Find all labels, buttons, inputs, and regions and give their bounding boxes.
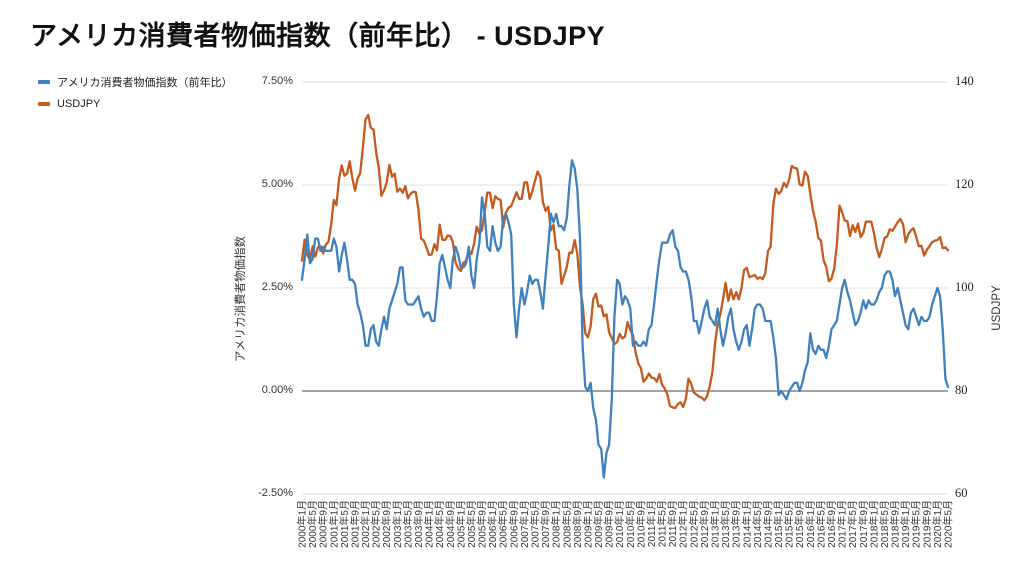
x-axis-tick: 2016年1月 xyxy=(804,500,817,548)
x-axis-tick: 2002年5月 xyxy=(370,500,383,548)
x-axis-tick: 2008年9月 xyxy=(571,500,584,548)
x-axis-tick: 2009年9月 xyxy=(603,500,616,548)
x-axis-tick: 2019年5月 xyxy=(910,500,923,548)
x-axis-tick: 2004年5月 xyxy=(433,500,446,548)
x-axis-tick: 2002年9月 xyxy=(380,500,393,548)
x-axis-tick: 2000年9月 xyxy=(317,500,330,548)
x-axis-tick: 2007年1月 xyxy=(518,500,531,548)
x-axis-tick: 2012年1月 xyxy=(677,500,690,548)
x-axis-tick: 2018年1月 xyxy=(867,500,880,548)
x-axis-tick: 2001年9月 xyxy=(348,500,361,548)
x-axis-tick: 2000年1月 xyxy=(296,500,309,548)
x-axis-tick: 2008年5月 xyxy=(560,500,573,548)
legend: アメリカ消費者物価指数（前年比） USDJPY xyxy=(38,71,232,115)
legend-item-cpi: アメリカ消費者物価指数（前年比） xyxy=(38,71,232,93)
x-axis-tick: 2017年5月 xyxy=(846,500,859,548)
right-axis-tick: 140 xyxy=(955,74,974,88)
x-axis-tick: 2019年9月 xyxy=(920,500,933,548)
x-axis-tick: 2016年9月 xyxy=(825,500,838,548)
x-axis-tick: 2014年9月 xyxy=(761,500,774,548)
x-axis-tick: 2001年5月 xyxy=(338,500,351,548)
x-axis-tick: 2001年1月 xyxy=(327,500,340,548)
x-axis-tick: 2007年5月 xyxy=(528,500,541,548)
right-axis-tick: 80 xyxy=(955,383,968,397)
x-axis-tick: 2005年1月 xyxy=(454,500,467,548)
x-axis-tick: 2013年1月 xyxy=(709,500,722,548)
x-axis-tick: 2010年1月 xyxy=(613,500,626,548)
x-axis-tick: 2015年1月 xyxy=(772,500,785,548)
x-axis-tick: 2019年1月 xyxy=(899,500,912,548)
x-axis-tick: 2012年5月 xyxy=(687,500,700,548)
x-axis-tick: 2006年1月 xyxy=(486,500,499,548)
x-axis-tick: 2005年5月 xyxy=(465,500,478,548)
right-axis-tick: 100 xyxy=(955,280,974,294)
left-axis-tick: 2.50% xyxy=(261,281,293,293)
left-axis-tick: 5.00% xyxy=(261,178,293,190)
legend-item-usdjpy: USDJPY xyxy=(38,93,232,115)
x-axis-tick: 2004年1月 xyxy=(423,500,436,548)
right-axis-tick: 60 xyxy=(955,486,968,500)
x-axis-tick: 2017年1月 xyxy=(836,500,849,548)
x-axis-tick: 2014年1月 xyxy=(740,500,753,548)
right-axis-tick: 120 xyxy=(955,177,974,191)
x-axis-tick: 2020年5月 xyxy=(942,500,955,548)
x-axis-tick: 2009年1月 xyxy=(581,500,594,548)
x-axis-tick: 2011年1月 xyxy=(645,500,658,547)
x-axis-tick: 2015年5月 xyxy=(783,500,796,548)
x-axis-tick: 2013年5月 xyxy=(719,500,732,548)
legend-swatch-usdjpy-icon xyxy=(38,102,50,106)
legend-label-usdjpy: USDJPY xyxy=(57,98,101,110)
x-axis-tick: 2013年9月 xyxy=(730,500,743,548)
x-axis-tick: 2006年5月 xyxy=(497,500,510,548)
legend-label-cpi: アメリカ消費者物価指数（前年比） xyxy=(57,77,233,89)
x-axis-tick: 2008年1月 xyxy=(550,500,563,548)
x-axis-tick: 2007年9月 xyxy=(539,500,552,548)
x-axis-tick: 2003年5月 xyxy=(401,500,414,548)
x-axis-tick: 2020年1月 xyxy=(931,500,944,548)
x-axis-tick: 2010年9月 xyxy=(634,500,647,548)
x-axis-tick: 2014年5月 xyxy=(751,500,764,548)
x-axis-tick: 2003年1月 xyxy=(391,500,404,548)
series-line-cpi xyxy=(300,159,950,479)
x-axis-tick: 2010年5月 xyxy=(624,500,637,548)
x-axis-tick: 2006年9月 xyxy=(507,500,520,548)
legend-swatch-cpi-icon xyxy=(38,80,50,84)
x-axis-tick: 2002年1月 xyxy=(359,500,372,548)
x-axis-tick: 2017年9月 xyxy=(857,500,870,548)
x-axis-tick: 2011年5月 xyxy=(656,500,669,547)
x-axis-tick: 2015年9月 xyxy=(793,500,806,548)
x-axis-tick: 2018年9月 xyxy=(889,500,902,548)
x-axis-tick: 2000年5月 xyxy=(306,500,319,548)
x-axis-tick: 2005年9月 xyxy=(476,500,489,548)
x-axis-tick: 2016年5月 xyxy=(814,500,827,548)
series-line-usdjpy xyxy=(300,113,950,410)
chart-title: アメリカ消費者物価指数（前年比） - USDJPY xyxy=(30,21,606,51)
x-axis-tick: 2003年9月 xyxy=(412,500,425,548)
left-axis-tick: 7.50% xyxy=(261,75,293,87)
left-axis-tick: -2.50% xyxy=(258,487,293,499)
x-axis-tick: 2011年9月 xyxy=(666,500,679,547)
x-axis-tick: 2018年5月 xyxy=(878,500,891,548)
x-axis-tick: 2004年9月 xyxy=(444,500,457,548)
x-axis-tick: 2009年5月 xyxy=(592,500,605,548)
x-axis-tick: 2012年9月 xyxy=(698,500,711,548)
left-axis-tick: 0.00% xyxy=(261,384,293,396)
